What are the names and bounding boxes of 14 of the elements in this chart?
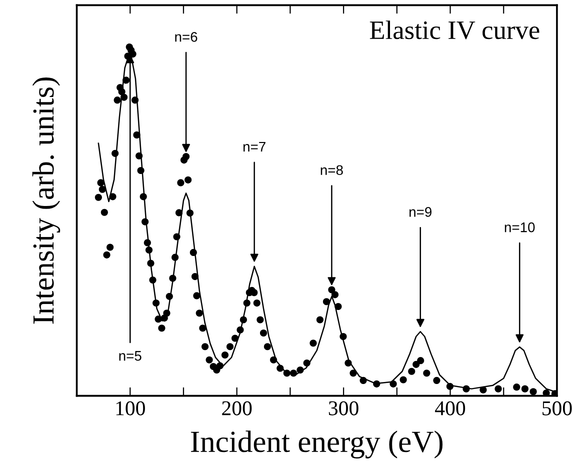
x-tick-label: 200 <box>222 401 252 416</box>
x-tick-label: 300 <box>328 401 358 416</box>
y-axis-title: Intensity (arb. units) <box>32 78 60 324</box>
x-axis-title: Incident energy (eV) <box>190 430 443 458</box>
x-tick-label: 500 <box>542 401 572 416</box>
text: Elastic IV curve <box>370 20 540 40</box>
x-tick-label: 400 <box>435 401 466 416</box>
annotation: n=10 <box>504 222 535 232</box>
annotation: n=6 <box>175 32 198 42</box>
annotation: n=7 <box>243 142 266 152</box>
x-tick-label: 100 <box>116 401 145 416</box>
annotation: n=9 <box>410 207 432 217</box>
annotation: n=5 <box>119 351 142 361</box>
annotation: n=8 <box>320 165 343 176</box>
